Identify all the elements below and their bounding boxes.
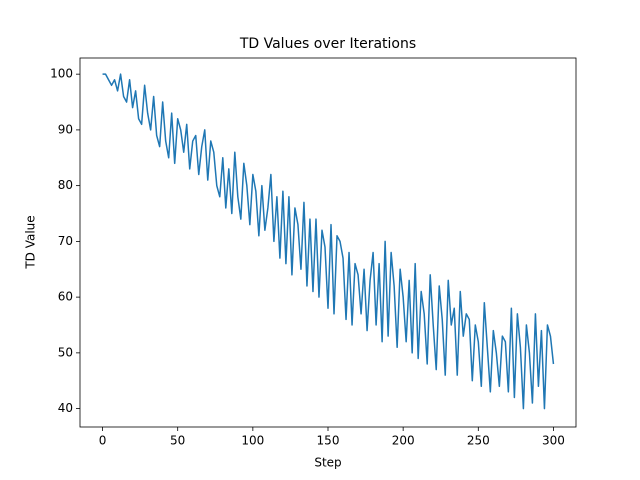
y-tick-label: 70	[58, 234, 73, 248]
y-tick-label: 100	[50, 67, 73, 81]
data-line	[102, 73, 555, 410]
y-tick-label: 90	[58, 122, 73, 136]
x-tick-label: 50	[170, 434, 185, 448]
x-tick-label: 250	[467, 434, 490, 448]
y-axis-label: TD Value	[24, 215, 38, 269]
x-tick-label: 150	[317, 434, 340, 448]
y-tick-label: 60	[58, 290, 73, 304]
x-tick-label: 0	[99, 434, 107, 448]
x-axis-label: Step	[314, 456, 341, 470]
y-tick-label: 80	[58, 178, 73, 192]
x-tick-label: 300	[542, 434, 565, 448]
x-tick-label: 200	[392, 434, 415, 448]
x-tick-label: 100	[241, 434, 264, 448]
y-tick-label: 50	[58, 345, 73, 359]
chart-title: TD Values over Iterations	[239, 36, 416, 52]
y-tick-label: 40	[58, 401, 73, 415]
plot-frame	[79, 57, 577, 428]
